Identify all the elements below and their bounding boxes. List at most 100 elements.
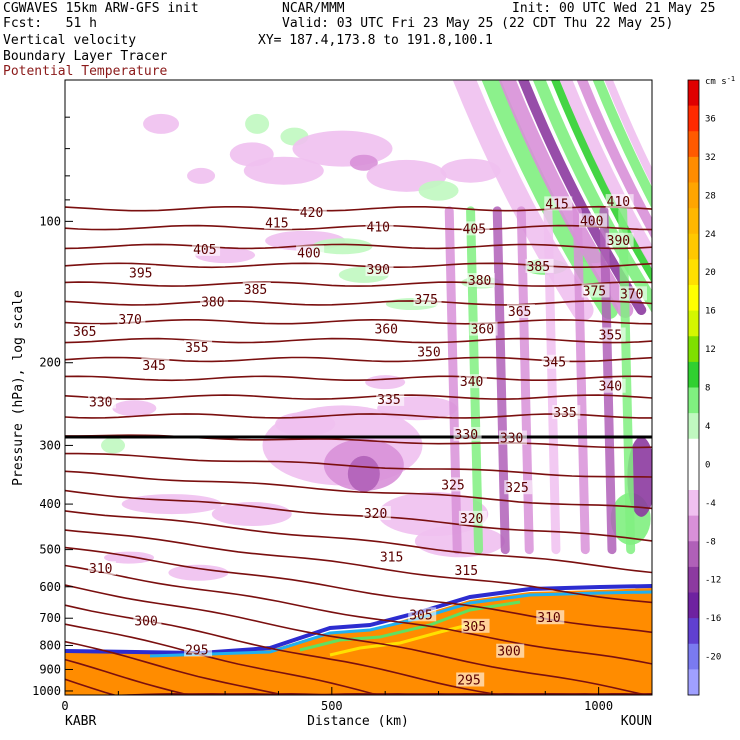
theta-label: 310 — [89, 562, 112, 577]
theta-label: 315 — [380, 551, 403, 566]
theta-label: 330 — [89, 395, 112, 410]
valid-time: Valid: 03 UTC Fri 23 May 25 (22 CDT Thu … — [282, 16, 674, 31]
theta-label: 380 — [468, 274, 491, 289]
theta-label: 370 — [118, 313, 141, 328]
theta-label-bg — [496, 643, 525, 658]
theta-contour — [107, 692, 613, 695]
colorbar-tick-label: -16 — [705, 614, 721, 624]
theta-label-bg — [541, 354, 570, 369]
wave-band — [576, 80, 652, 239]
colorbar-swatch — [688, 643, 699, 670]
y-axis-label: Pressure (hPa), log scale — [11, 290, 26, 486]
theta-label-bg — [376, 391, 405, 406]
colorbar-swatch — [688, 387, 699, 414]
colorbar-swatch — [688, 182, 699, 209]
theta-label: 355 — [599, 328, 622, 343]
theta-label: 415 — [545, 197, 568, 212]
theta-label: 380 — [201, 296, 224, 311]
theta-label-bg — [264, 215, 293, 230]
theta-label-bg — [242, 281, 271, 296]
theta-label-bg — [440, 477, 469, 492]
theta-label: 415 — [265, 216, 288, 231]
theta-label-bg — [141, 357, 170, 372]
theta-label-bg — [117, 311, 146, 326]
theta-label-bg — [365, 262, 394, 277]
velocity-cell — [245, 113, 270, 134]
theta-label: 410 — [607, 195, 630, 210]
theta-label-bg — [72, 323, 101, 338]
theta-contour — [65, 300, 652, 306]
colorbar-tick-label: 24 — [705, 230, 716, 240]
model-title: CGWAVES 15km ARW-GFS init — [3, 1, 199, 16]
colorbar-swatch — [688, 515, 699, 542]
y-tick-label: 200 — [39, 356, 61, 370]
colorbar-tick-label: 32 — [705, 153, 716, 163]
theta-label: 295 — [457, 674, 480, 689]
theta-label: 360 — [471, 323, 494, 338]
theta-label-bg — [184, 642, 213, 657]
theta-label-bg — [605, 232, 634, 247]
theta-label-bg — [362, 506, 391, 521]
theta-label-bg — [128, 265, 157, 280]
theta-label-bg — [416, 344, 445, 359]
theta-label-bg — [192, 241, 221, 256]
colorbar-swatch — [688, 438, 699, 465]
theta-contour — [65, 394, 652, 400]
theta-contour — [65, 337, 652, 344]
theta-label: 325 — [505, 481, 528, 496]
theta-label-bg — [506, 304, 535, 319]
theta-label-bg — [466, 273, 495, 288]
colorbar-frame — [687, 79, 700, 696]
theta-label: 330 — [455, 428, 478, 443]
theta-label: 385 — [244, 283, 267, 298]
theta-contour — [65, 318, 652, 325]
theta-label: 360 — [375, 323, 398, 338]
colorbar-swatch — [688, 618, 699, 645]
y-tick-label: 1000 — [32, 684, 61, 698]
theta-label: 340 — [460, 375, 483, 390]
theta-label: 350 — [417, 345, 440, 360]
theta-label: 330 — [500, 432, 523, 447]
theta-label-bg — [597, 327, 626, 342]
velocity-cell — [440, 158, 501, 183]
theta-label: 390 — [607, 234, 630, 249]
theta-label: 305 — [409, 608, 432, 623]
colorbar-swatch — [688, 285, 699, 312]
theta-label-bg — [525, 258, 554, 273]
cross-section-coords: XY= 187.4,173.8 to 191.8,100.1 — [258, 33, 493, 48]
colorbar-swatch — [688, 233, 699, 260]
theta-label-bg — [456, 672, 485, 687]
x-tick-label: 1000 — [584, 699, 613, 713]
velocity-cell — [168, 564, 229, 581]
theta-contour — [65, 510, 652, 574]
colorbar-swatch — [688, 413, 699, 440]
velocity-streak — [492, 206, 510, 555]
theta-contour — [65, 640, 652, 695]
velocity-cell — [121, 494, 222, 515]
theta-contour-labels: 420 415 415 410 410 405 405 400 400 395 390 390 385 3… — [72, 194, 647, 689]
colorbar-tick-label: 0 — [705, 460, 710, 470]
velocity-streak — [618, 206, 636, 555]
theta-contour — [65, 375, 652, 382]
org-label: NCAR/MMM — [282, 1, 345, 16]
theta-label: 355 — [185, 341, 208, 356]
colorbar-swatch — [688, 131, 699, 158]
theta-label: 300 — [497, 645, 520, 660]
velocity-cell — [349, 154, 378, 171]
theta-label: 405 — [463, 222, 486, 237]
theta-label: 320 — [364, 507, 387, 522]
theta-label: 345 — [543, 356, 566, 371]
colorbar-tick-label: -4 — [705, 499, 716, 509]
theta-label-bg — [298, 205, 327, 220]
velocity-cell — [365, 375, 406, 390]
colorbar-swatch — [688, 361, 699, 388]
theta-label: 365 — [508, 305, 531, 320]
colorbar-swatch — [688, 592, 699, 619]
theta-label-bg — [536, 610, 565, 625]
theta-label: 375 — [583, 284, 606, 299]
theta-label: 395 — [129, 266, 152, 281]
theta-label: 400 — [297, 246, 320, 261]
forecast-hour: Fcst: 51 h — [3, 16, 97, 31]
